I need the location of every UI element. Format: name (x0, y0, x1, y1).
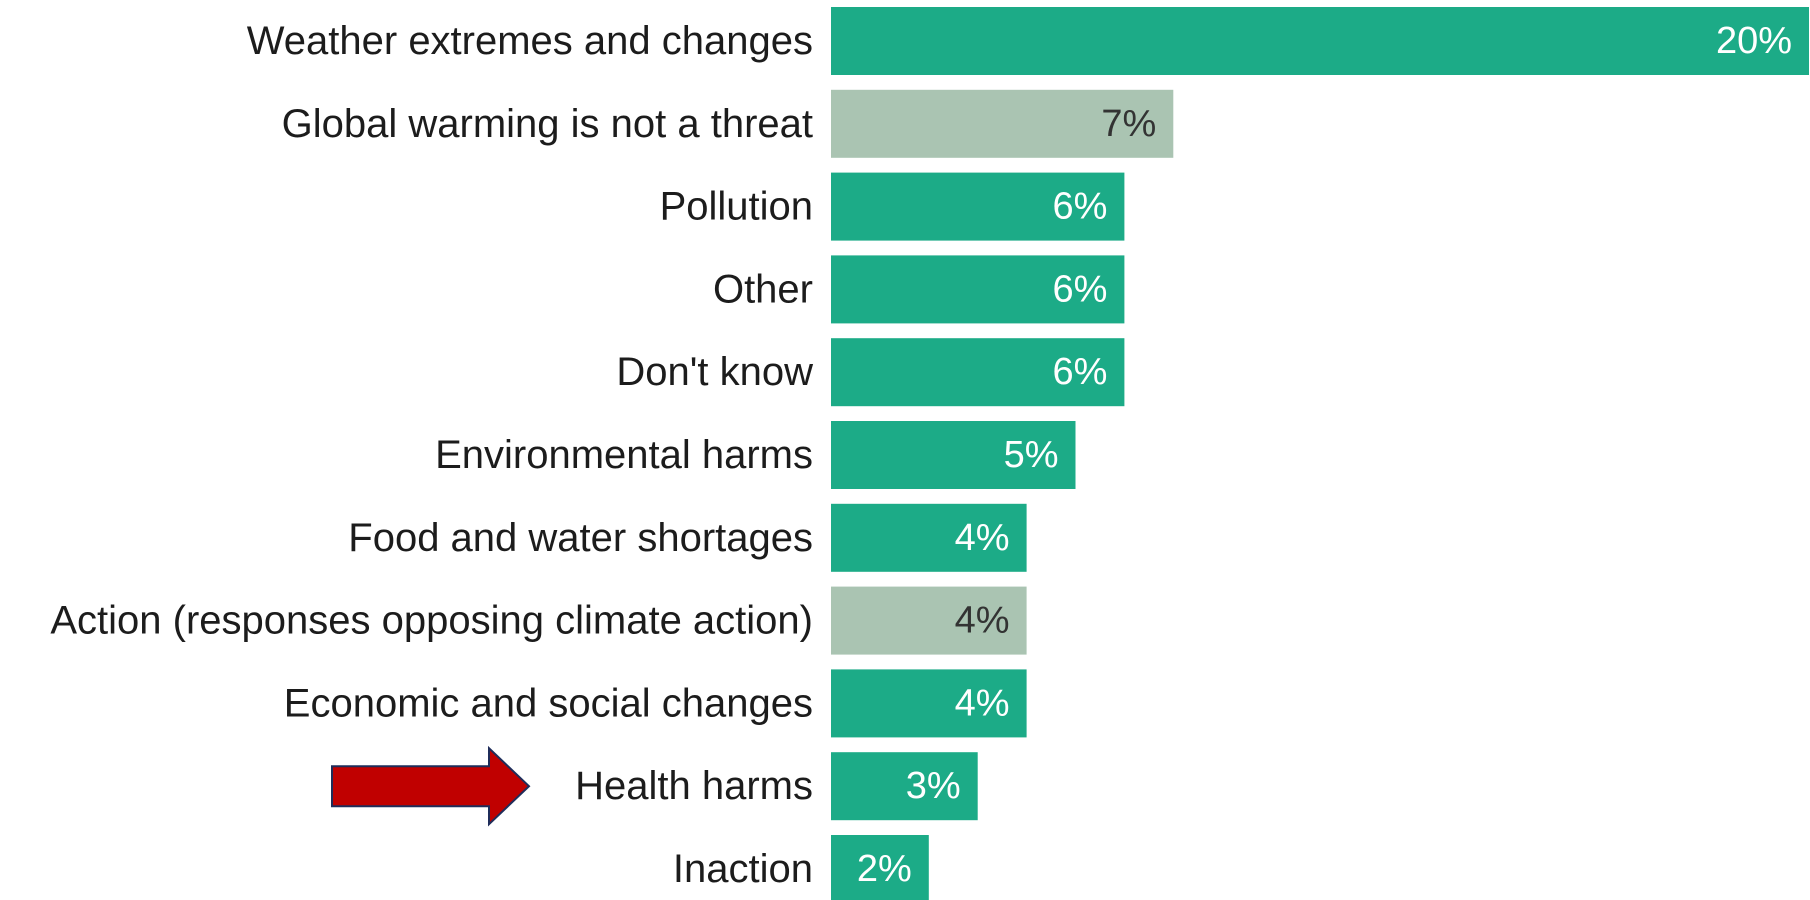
bar-inaction (831, 835, 929, 900)
bar-weather-extremes-and-changes (831, 7, 1809, 75)
value-label: 6% (1052, 351, 1107, 393)
bar-row-other: Other 6% (713, 255, 1125, 324)
category-label: Weather extremes and changes (247, 19, 813, 63)
value-label: 4% (955, 682, 1010, 724)
bar-row-weather-extremes-and-changes: Weather extremes and changes 20% (247, 7, 1809, 75)
bar-row-action-responses-opposing-climate-action: Action (responses opposing climate actio… (50, 586, 1027, 655)
value-label: 4% (955, 600, 1010, 642)
bar-action-responses-opposing-climate-action (831, 586, 1027, 655)
bar-environmental-harms (831, 421, 1076, 489)
bar-pollution (831, 172, 1125, 241)
value-label: 20% (1716, 20, 1792, 62)
value-label: 6% (1052, 186, 1107, 228)
value-label: 7% (1101, 103, 1156, 145)
bar-economic-and-social-changes (831, 669, 1027, 738)
bar-row-don-t-know: Don't know 6% (616, 338, 1125, 407)
bar-row-health-harms: Health harms 3% (575, 752, 978, 821)
category-label: Global warming is not a threat (282, 102, 813, 146)
value-label: 6% (1052, 268, 1107, 310)
bar-row-economic-and-social-changes: Economic and social changes 4% (284, 669, 1027, 738)
bar-row-global-warming-is-not-a-threat: Global warming is not a threat 7% (282, 89, 1174, 158)
category-label: Food and water shortages (348, 516, 813, 560)
value-label: 2% (857, 848, 912, 890)
bar-food-and-water-shortages (831, 503, 1027, 572)
right-arrow-icon (331, 745, 531, 827)
category-label: Environmental harms (435, 433, 813, 477)
category-label: Don't know (616, 350, 813, 394)
bar-row-food-and-water-shortages: Food and water shortages 4% (348, 503, 1027, 572)
bar-other (831, 255, 1125, 324)
category-label: Other (713, 267, 813, 311)
category-label: Economic and social changes (284, 681, 813, 725)
value-label: 5% (1004, 434, 1059, 476)
category-label: Pollution (660, 185, 813, 229)
category-label: Inaction (673, 847, 813, 891)
value-label: 3% (906, 765, 961, 807)
bar-health-harms (831, 752, 978, 821)
category-label: Health harms (575, 764, 813, 808)
bar-row-environmental-harms: Environmental harms 5% (435, 421, 1076, 489)
bar-don-t-know (831, 338, 1125, 407)
value-label: 4% (955, 517, 1010, 559)
category-label: Action (responses opposing climate actio… (50, 599, 813, 643)
bar-row-pollution: Pollution 6% (660, 172, 1125, 241)
bar-row-inaction: Inaction 2% (673, 835, 929, 900)
bar-global-warming-is-not-a-threat (831, 89, 1174, 158)
